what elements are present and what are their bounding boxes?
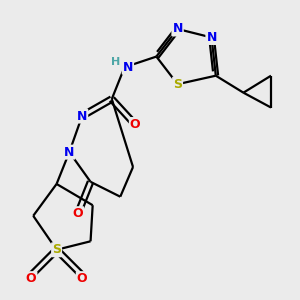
Text: O: O — [77, 272, 87, 285]
Text: S: S — [52, 243, 61, 256]
Text: O: O — [130, 118, 140, 131]
Text: N: N — [123, 61, 133, 74]
Text: N: N — [64, 146, 74, 159]
Text: N: N — [77, 110, 87, 122]
Text: H: H — [111, 57, 120, 67]
Text: S: S — [173, 78, 182, 91]
Text: O: O — [26, 272, 36, 285]
Text: N: N — [172, 22, 183, 35]
Text: N: N — [206, 31, 217, 44]
Text: O: O — [73, 207, 83, 220]
